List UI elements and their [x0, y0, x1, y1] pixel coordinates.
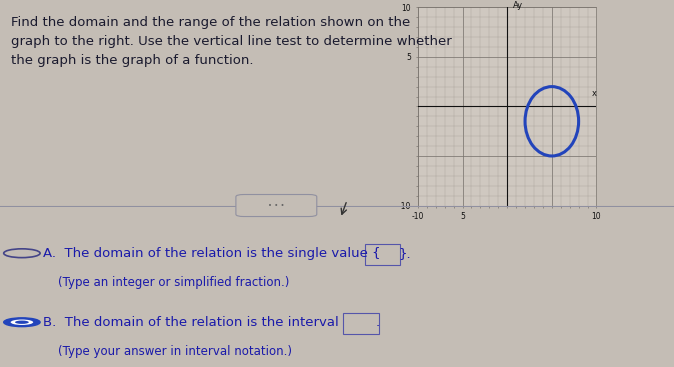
Text: x: x [592, 88, 597, 98]
FancyBboxPatch shape [236, 195, 317, 217]
Text: .: . [375, 316, 379, 329]
Text: • • •: • • • [268, 203, 284, 208]
Text: }.: }. [398, 247, 410, 260]
Text: (Type an integer or simplified fraction.): (Type an integer or simplified fraction.… [59, 276, 290, 289]
Text: B.  The domain of the relation is the interval: B. The domain of the relation is the int… [43, 316, 339, 329]
FancyBboxPatch shape [343, 313, 379, 334]
Text: A.  The domain of the relation is the single value {: A. The domain of the relation is the sin… [43, 247, 381, 260]
Text: Find the domain and the range of the relation shown on the
graph to the right. U: Find the domain and the range of the rel… [11, 16, 452, 67]
Circle shape [4, 318, 40, 327]
Text: Ay: Ay [512, 1, 522, 10]
FancyBboxPatch shape [365, 244, 400, 265]
Circle shape [11, 320, 33, 325]
Text: (Type your answer in interval notation.): (Type your answer in interval notation.) [59, 345, 293, 358]
Circle shape [15, 320, 29, 324]
